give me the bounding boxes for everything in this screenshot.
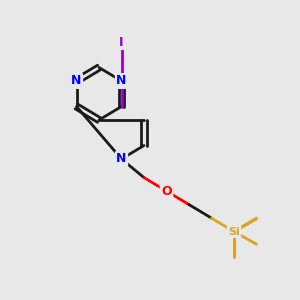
Text: N: N bbox=[71, 74, 82, 88]
Text: O: O bbox=[161, 184, 172, 198]
Text: N: N bbox=[116, 152, 127, 166]
Text: N: N bbox=[116, 74, 127, 88]
Text: Si: Si bbox=[228, 226, 240, 237]
Text: I: I bbox=[119, 35, 124, 49]
